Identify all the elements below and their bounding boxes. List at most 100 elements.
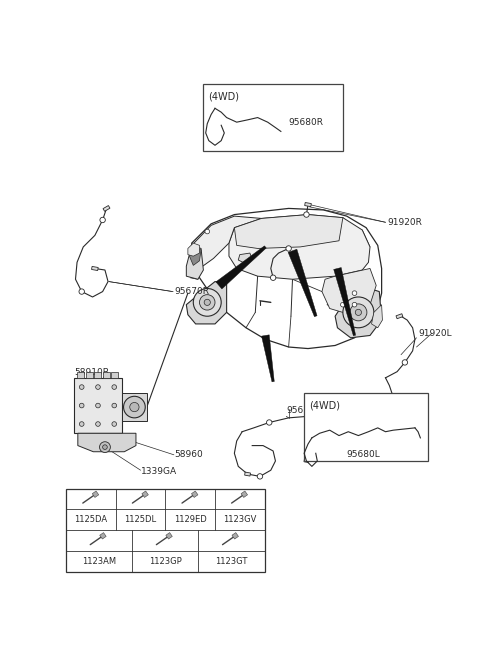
Polygon shape xyxy=(238,253,252,262)
Polygon shape xyxy=(232,532,239,539)
Polygon shape xyxy=(372,305,383,328)
Circle shape xyxy=(96,385,100,390)
Circle shape xyxy=(96,403,100,408)
Text: 1125DL: 1125DL xyxy=(124,516,156,525)
Polygon shape xyxy=(103,205,110,211)
Polygon shape xyxy=(262,335,274,382)
Text: 1123GP: 1123GP xyxy=(149,557,182,566)
Circle shape xyxy=(321,415,326,421)
Circle shape xyxy=(343,297,374,328)
Text: (4WD): (4WD) xyxy=(208,91,239,101)
Circle shape xyxy=(205,229,210,234)
Polygon shape xyxy=(78,433,136,452)
Circle shape xyxy=(100,217,105,223)
Text: 58960: 58960 xyxy=(175,450,204,459)
Circle shape xyxy=(112,422,117,426)
Polygon shape xyxy=(92,491,99,497)
Polygon shape xyxy=(234,214,343,249)
Bar xyxy=(74,378,122,433)
Text: (4WD): (4WD) xyxy=(309,401,340,411)
Polygon shape xyxy=(322,269,376,315)
Text: 95670R: 95670R xyxy=(175,287,210,296)
Polygon shape xyxy=(190,247,201,266)
Polygon shape xyxy=(334,267,356,336)
Polygon shape xyxy=(216,246,266,289)
Circle shape xyxy=(112,403,117,408)
Bar xyxy=(66,489,264,572)
Circle shape xyxy=(112,385,117,390)
Polygon shape xyxy=(288,249,317,317)
Text: 95680L: 95680L xyxy=(347,450,381,459)
Circle shape xyxy=(79,422,84,426)
Circle shape xyxy=(79,403,84,408)
Bar xyxy=(85,371,93,378)
Text: 1123AM: 1123AM xyxy=(82,557,116,566)
Circle shape xyxy=(193,289,221,317)
Polygon shape xyxy=(355,437,362,442)
Polygon shape xyxy=(278,129,284,134)
Polygon shape xyxy=(142,491,148,497)
Circle shape xyxy=(257,474,263,479)
Polygon shape xyxy=(396,314,403,318)
Circle shape xyxy=(346,430,350,434)
Circle shape xyxy=(130,402,139,412)
Text: 95670L: 95670L xyxy=(286,406,320,415)
Circle shape xyxy=(103,445,107,450)
Circle shape xyxy=(389,406,395,412)
Circle shape xyxy=(204,299,210,306)
Text: 1125DA: 1125DA xyxy=(74,516,108,525)
Circle shape xyxy=(355,309,361,315)
Polygon shape xyxy=(245,472,251,476)
Bar xyxy=(103,371,109,378)
Bar xyxy=(122,393,147,421)
Bar xyxy=(111,371,118,378)
Text: 91920L: 91920L xyxy=(418,329,452,338)
Text: 95680R: 95680R xyxy=(288,118,324,127)
Polygon shape xyxy=(229,214,370,279)
Text: 1123GV: 1123GV xyxy=(223,516,256,525)
Circle shape xyxy=(96,422,100,426)
Polygon shape xyxy=(241,491,248,497)
Circle shape xyxy=(352,291,357,295)
Circle shape xyxy=(360,416,365,421)
Polygon shape xyxy=(192,491,198,497)
Polygon shape xyxy=(92,266,98,271)
Circle shape xyxy=(340,302,345,307)
Circle shape xyxy=(79,289,84,295)
Text: 91920R: 91920R xyxy=(387,218,422,227)
Polygon shape xyxy=(166,532,172,539)
Circle shape xyxy=(266,420,272,425)
Circle shape xyxy=(255,115,260,120)
Circle shape xyxy=(79,385,84,390)
Circle shape xyxy=(219,110,224,114)
Bar xyxy=(77,371,84,378)
Polygon shape xyxy=(190,209,382,349)
Text: 1339GA: 1339GA xyxy=(142,467,178,476)
Polygon shape xyxy=(100,532,106,539)
Circle shape xyxy=(402,360,408,365)
Circle shape xyxy=(270,275,276,280)
Polygon shape xyxy=(188,243,200,256)
Circle shape xyxy=(123,396,145,418)
Polygon shape xyxy=(186,245,204,279)
Circle shape xyxy=(352,302,357,307)
Polygon shape xyxy=(304,459,309,463)
Polygon shape xyxy=(186,282,227,324)
Polygon shape xyxy=(305,202,312,207)
Circle shape xyxy=(317,431,322,435)
Circle shape xyxy=(200,295,215,310)
Circle shape xyxy=(304,212,309,217)
Polygon shape xyxy=(192,216,262,269)
Circle shape xyxy=(350,304,367,321)
Text: 1129ED: 1129ED xyxy=(174,516,206,525)
Circle shape xyxy=(273,125,278,130)
Bar xyxy=(204,84,343,151)
Circle shape xyxy=(375,426,380,430)
Polygon shape xyxy=(335,287,382,338)
Polygon shape xyxy=(337,398,344,404)
Bar xyxy=(304,393,428,461)
Bar xyxy=(94,371,101,378)
Text: 58910B: 58910B xyxy=(74,368,109,377)
Text: 1123GT: 1123GT xyxy=(216,557,248,566)
Circle shape xyxy=(99,442,110,452)
